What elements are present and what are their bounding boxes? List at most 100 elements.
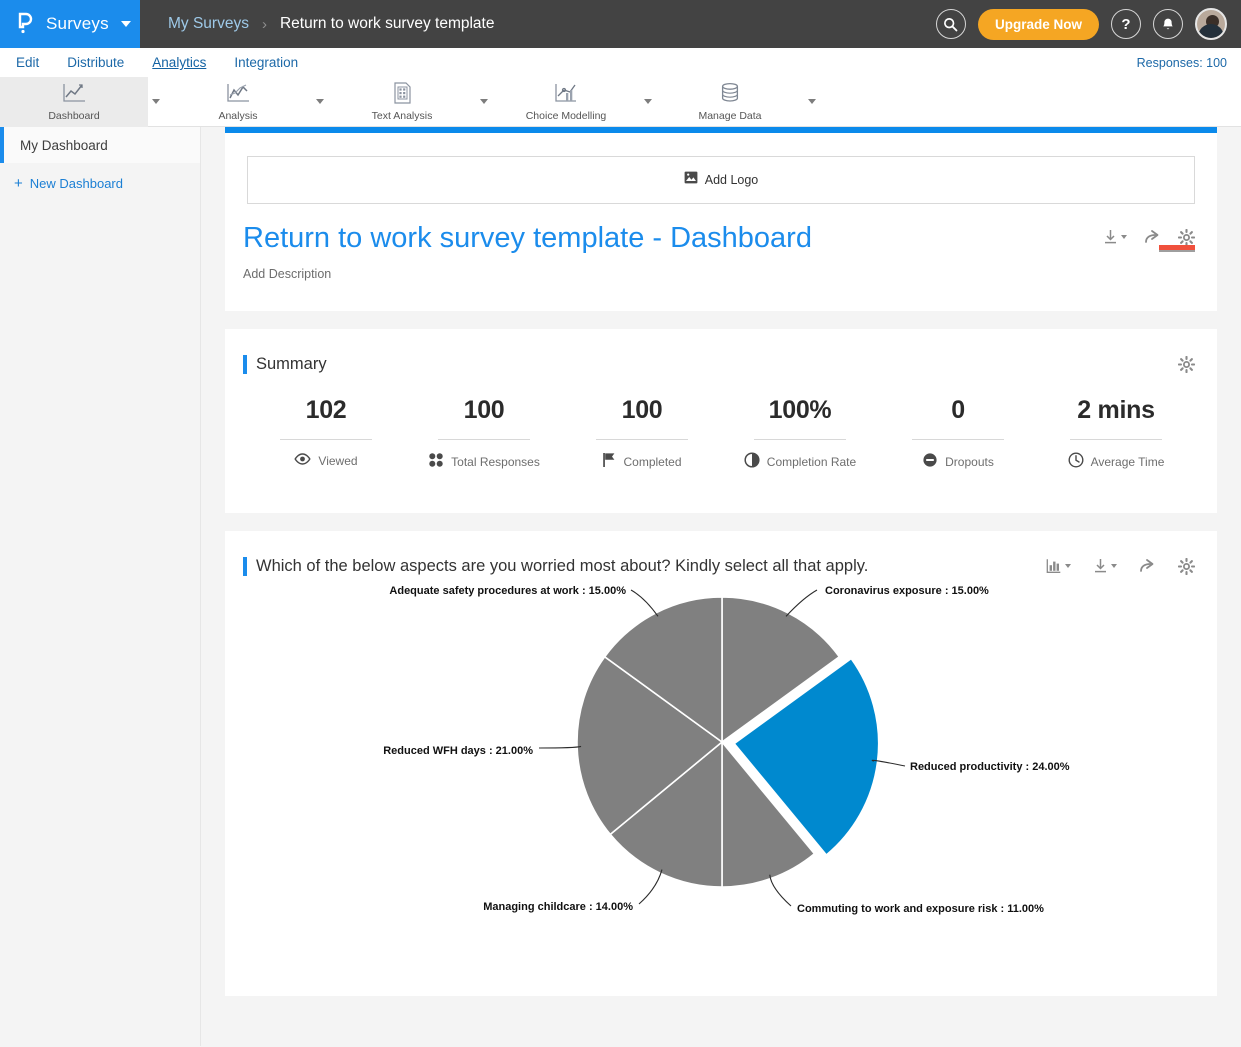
page-body: My Dashboard + New Dashboard Add Logo Re… [0, 127, 1241, 1046]
stat-value: 102 [305, 395, 347, 424]
top-header-bar: Surveys My Surveys › Return to work surv… [0, 0, 1241, 48]
add-description-field[interactable]: Add Description [243, 266, 332, 281]
stat-label: Total Responses [451, 455, 540, 470]
question-header: Which of the below aspects are you worri… [225, 531, 1217, 576]
avatar[interactable] [1195, 8, 1227, 40]
flag-icon [602, 452, 616, 473]
breadcrumb-my-surveys[interactable]: My Surveys [168, 15, 249, 32]
toolbar-group-manage-data: Manage Data [656, 77, 820, 126]
chevron-down-icon[interactable] [1111, 564, 1117, 569]
divider [912, 438, 1004, 440]
pie-slice[interactable] [732, 656, 880, 857]
toolbar-caret-analysis[interactable] [312, 99, 328, 104]
stat-value: 2 mins [1077, 395, 1155, 424]
responses-count: Responses: 100 [1136, 55, 1227, 70]
pie-leader-line [785, 589, 818, 617]
sidebar-item-my-dashboard[interactable]: My Dashboard [0, 127, 200, 163]
gear-icon[interactable] [1178, 355, 1195, 373]
breadcrumb: My Surveys › Return to work survey templ… [140, 0, 494, 48]
toolbar-label-analysis: Analysis [218, 109, 258, 122]
question-title: Which of the below aspects are you worri… [256, 556, 869, 575]
dashboard-header-card: Add Logo Return to work survey template … [225, 127, 1217, 311]
tab-distribute[interactable]: Distribute [67, 55, 125, 70]
chevron-down-icon[interactable] [480, 99, 488, 104]
toolbar-label-manage-data: Manage Data [698, 109, 762, 122]
divider [1070, 438, 1162, 440]
download-icon[interactable] [1103, 229, 1127, 245]
add-logo-label: Add Logo [704, 173, 759, 187]
share-icon[interactable] [1144, 229, 1161, 245]
stat-label-wrap: Completion Rate [744, 452, 856, 473]
new-dashboard-label: New Dashboard [29, 175, 123, 191]
bell-icon[interactable] [1153, 9, 1183, 39]
clock-icon [1068, 452, 1084, 473]
stat-label-wrap: Average Time [1068, 452, 1164, 473]
pie-slice[interactable] [721, 739, 816, 888]
download-icon[interactable] [1093, 558, 1117, 574]
stat-completed: 100 Completed [563, 396, 721, 473]
toolbar-caret-dashboard[interactable] [148, 99, 164, 104]
chevron-down-icon[interactable] [1121, 235, 1127, 239]
pie-slice-label: Managing childcare : 14.00% [483, 901, 633, 913]
toolbar-item-analysis[interactable]: Analysis [164, 77, 312, 127]
summary-actions [1178, 355, 1195, 373]
add-logo-dropzone[interactable]: Add Logo [247, 156, 1195, 204]
toolbar-caret-choice-modelling[interactable] [640, 99, 656, 104]
gear-icon[interactable] [1178, 557, 1195, 575]
stat-value: 100% [768, 395, 832, 424]
chart-type-icon[interactable] [1046, 558, 1071, 574]
chevron-down-icon[interactable] [316, 99, 324, 104]
toolbar-caret-text-analysis[interactable] [476, 99, 492, 104]
brand-surveys-menu[interactable]: Surveys [0, 0, 140, 48]
help-icon[interactable]: ? [1111, 9, 1141, 39]
chevron-down-icon[interactable] [120, 21, 131, 27]
toolbar-caret-manage-data[interactable] [804, 99, 820, 104]
toolbar-group-text-analysis: Text Analysis [328, 77, 492, 126]
bottom-spacer [201, 996, 1241, 1016]
share-icon[interactable] [1139, 558, 1156, 574]
toolbar-item-manage-data[interactable]: Manage Data [656, 77, 804, 127]
card-gap [201, 513, 1241, 531]
chevron-down-icon[interactable] [1065, 564, 1071, 569]
toolbar-label-text-analysis: Text Analysis [371, 109, 433, 122]
pie-slice[interactable] [603, 596, 723, 744]
pie-slice[interactable] [609, 740, 723, 888]
new-dashboard-button[interactable]: + New Dashboard [0, 163, 200, 203]
choice-modelling-icon [553, 82, 579, 109]
upgrade-now-button[interactable]: Upgrade Now [977, 8, 1099, 40]
summary-header: Summary [225, 329, 1217, 374]
tab-integration[interactable]: Integration [234, 55, 299, 70]
stat-label: Viewed [318, 453, 358, 468]
tab-edit[interactable]: Edit [16, 55, 40, 70]
search-icon[interactable] [935, 9, 966, 39]
chevron-down-icon[interactable] [808, 99, 816, 104]
tab-analytics[interactable]: Analytics [152, 55, 207, 70]
divider [596, 438, 688, 440]
pie-slice[interactable] [721, 596, 841, 744]
dashboard-sidebar: My Dashboard + New Dashboard [0, 127, 201, 1046]
gear-icon[interactable] [1178, 229, 1195, 246]
brand-label: Surveys [46, 14, 109, 33]
section-accent-bar [243, 354, 247, 374]
question-actions [1046, 557, 1195, 575]
toolbar-item-dashboard[interactable]: Dashboard [0, 76, 148, 127]
analytics-toolbar: Dashboard Analysis Text Analysis Choice … [0, 76, 1241, 127]
pie-leader-line [769, 874, 792, 907]
pie-chart[interactable]: Coronavirus exposure : 15.00% Reduced pro… [225, 576, 1241, 996]
toolbar-label-choice-modelling: Choice Modelling [525, 109, 607, 122]
toolbar-item-text-analysis[interactable]: Text Analysis [328, 77, 476, 127]
dashboard-main: Add Logo Return to work survey template … [201, 127, 1241, 1046]
stat-value: 0 [951, 395, 965, 424]
pie-leader-line [538, 745, 582, 749]
stat-value: 100 [621, 395, 663, 424]
chevron-down-icon[interactable] [644, 99, 652, 104]
pie-leader-line [630, 589, 659, 617]
half-circle-icon [744, 452, 760, 473]
toolbar-item-choice-modelling[interactable]: Choice Modelling [492, 77, 640, 127]
chevron-down-icon[interactable] [152, 99, 160, 104]
stat-label-wrap: Viewed [294, 452, 358, 470]
stat-label: Completion Rate [766, 455, 857, 470]
toolbar-label-dashboard: Dashboard [48, 109, 100, 122]
page-title[interactable]: Return to work survey template - Dashboa… [243, 222, 812, 254]
summary-card: Summary 102 Viewed 100 [225, 328, 1217, 513]
